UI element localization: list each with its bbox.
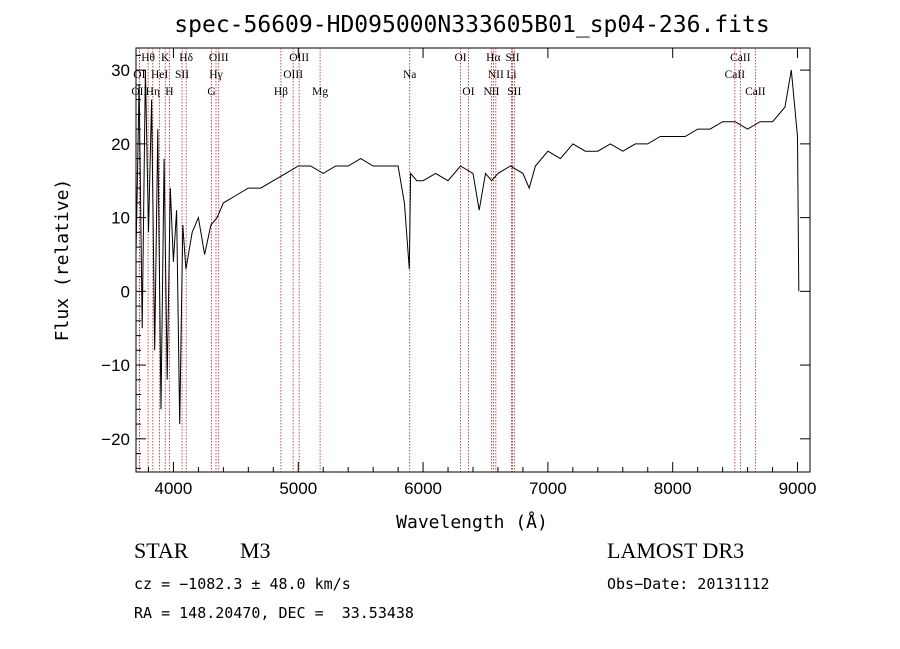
chart-title: spec-56609-HD095000N333605B01_sp04-236.f…: [174, 12, 769, 38]
line-label-5: OI: [454, 52, 466, 64]
line-label-7: SII: [506, 52, 520, 64]
line-label-6: Hα: [486, 52, 500, 64]
line-label-1: K: [161, 52, 170, 64]
redshift-velocity: cz = −1082.3 ± 48.0 km/s: [134, 575, 351, 593]
line-label-16: Li: [506, 69, 516, 81]
line-label-19: Hη: [146, 86, 160, 98]
line-label-9: OI: [133, 69, 145, 81]
plot-frame: [135, 47, 811, 473]
x-tick-label-1: 5000: [279, 479, 317, 498]
line-label-2: Hδ: [179, 52, 193, 64]
line-label-13: OIII: [283, 69, 303, 81]
line-label-27: CaII: [745, 86, 766, 98]
flux-series-line: [135, 70, 800, 425]
spectral-line-markers: [138, 48, 756, 472]
line-label-20: H: [165, 86, 173, 98]
x-axis-label: Wavelength (Å): [396, 511, 548, 533]
line-label-17: CaII: [725, 69, 746, 81]
line-label-25: NII: [483, 86, 499, 98]
line-label-26: SII: [507, 86, 521, 98]
x-tick-label-4: 8000: [654, 479, 692, 498]
line-label-12: Hγ: [209, 69, 222, 81]
y-tick-label-2: 0: [121, 282, 130, 301]
x-axis-ticks: 4000 5000 6000 7000 8000 9000: [147, 48, 817, 498]
x-tick-label-2: 6000: [404, 479, 442, 498]
y-axis-ticks: −20 −10 0 10 20 30: [101, 54, 810, 469]
y-tick-label-1: −10: [101, 356, 130, 375]
y-tick-label-0: −20: [101, 430, 130, 449]
y-tick-label-3: 10: [111, 209, 130, 228]
y-tick-label-5: 30: [111, 61, 130, 80]
line-label-8: CaII: [730, 52, 751, 64]
line-label-0: Hθ: [141, 52, 155, 64]
line-label-24: OI: [462, 86, 474, 98]
coordinates: RA = 148.20470, DEC = 33.53438: [134, 604, 414, 622]
line-label-21: G: [207, 86, 215, 98]
line-label-11: SII: [175, 69, 189, 81]
object-class: STAR: [134, 538, 189, 563]
line-label-10: HeI: [151, 69, 168, 81]
line-label-23: Mg: [312, 86, 328, 98]
survey-name: LAMOST DR3: [607, 538, 745, 563]
observation-date: Obs−Date: 20131112: [607, 575, 770, 593]
line-label-15: NII: [488, 69, 504, 81]
y-tick-label-4: 20: [111, 135, 130, 154]
x-tick-label-3: 7000: [529, 479, 567, 498]
x-tick-label-5: 9000: [779, 479, 817, 498]
line-label-22: Hβ: [274, 86, 288, 98]
line-label-14: Na: [403, 69, 416, 81]
spectral-line-labels: Hθ K Hδ OIII OIII OI Hα SII CaII OI HeI SII Hγ OIII Na…: [131, 52, 765, 98]
object-subclass: M3: [240, 538, 271, 563]
line-label-3: OIII: [209, 52, 229, 64]
line-label-4: OIII: [289, 52, 309, 64]
x-tick-label-0: 4000: [155, 479, 193, 498]
y-axis-label: Flux (relative): [52, 179, 73, 342]
